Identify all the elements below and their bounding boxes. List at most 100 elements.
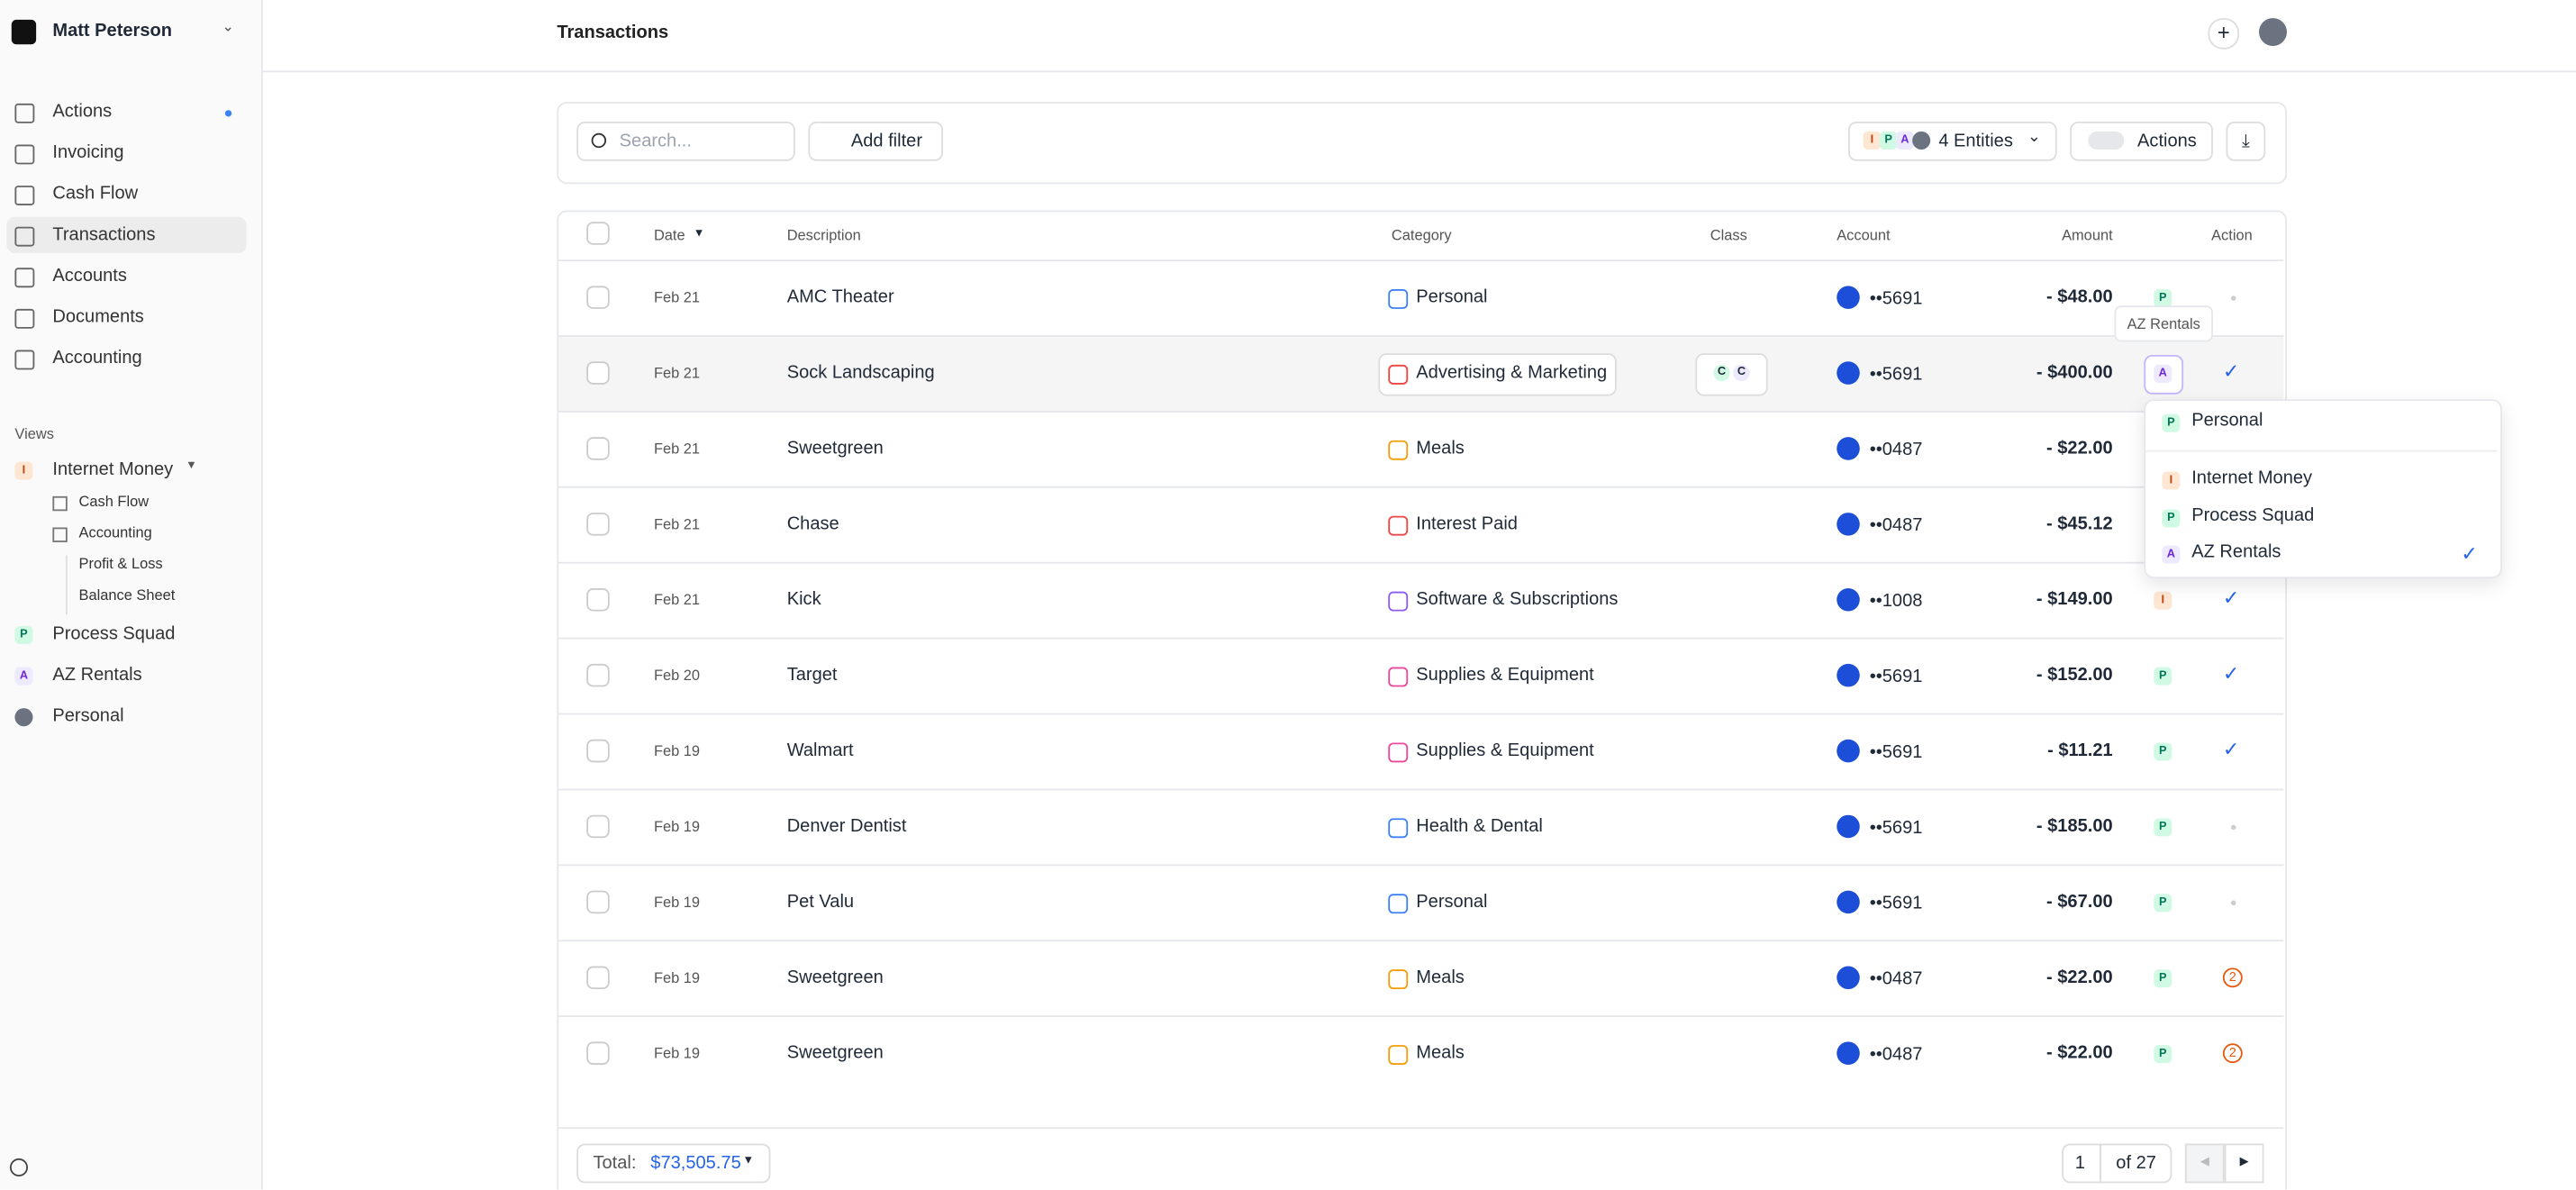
user-name[interactable]: Matt Peterson <box>52 22 172 41</box>
next-button[interactable]: ▶ <box>2225 1144 2264 1184</box>
action-check[interactable]: ✓ <box>2223 662 2239 686</box>
category: Meals <box>1416 1043 1465 1063</box>
dropdown-item[interactable]: Process Squad <box>2191 505 2314 525</box>
row-checkbox[interactable] <box>586 361 610 385</box>
amount: - $152.00 <box>2036 666 2113 686</box>
search-input[interactable]: Search... <box>576 122 795 161</box>
page-input[interactable]: 1 <box>2062 1144 2101 1184</box>
views-label: Views <box>14 425 54 441</box>
description: Pet Valu <box>787 892 854 912</box>
page-of: of 27 <box>2116 1153 2156 1173</box>
column-header: Class <box>1710 227 1747 243</box>
account-icon <box>1837 967 1860 990</box>
category: Health & Dental <box>1416 817 1543 837</box>
amount: - $22.00 <box>2046 439 2113 459</box>
view-child[interactable]: Balance Sheet <box>79 586 176 603</box>
date: Feb 21 <box>654 365 700 381</box>
category-icon <box>1388 969 1408 989</box>
view-child[interactable]: Accounting <box>79 524 152 540</box>
search-placeholder: Search... <box>620 132 692 151</box>
entity-badge: I <box>2162 471 2180 489</box>
class-pill[interactable] <box>1695 353 1767 395</box>
avatar <box>14 708 32 726</box>
account: ••0487 <box>1870 516 1923 536</box>
child-icon <box>52 528 67 542</box>
category-icon <box>1388 668 1408 687</box>
view-item[interactable]: Process Squad <box>52 624 175 644</box>
action-count[interactable]: 2 <box>2223 967 2243 987</box>
date: Feb 21 <box>654 441 700 457</box>
nav-icon <box>14 268 34 287</box>
entity-badge: I <box>14 462 32 480</box>
entity-badge: A <box>1896 132 1914 150</box>
description: Denver Dentist <box>787 817 907 837</box>
chevron[interactable]: ⌄ <box>222 18 234 36</box>
action-check[interactable]: ✓ <box>2223 586 2239 610</box>
row-checkbox[interactable] <box>586 588 610 612</box>
add-button[interactable]: + <box>2208 18 2239 50</box>
avatar[interactable] <box>2259 18 2287 46</box>
dropdown-item[interactable]: Personal <box>2191 411 2263 431</box>
row-checkbox[interactable] <box>586 664 610 687</box>
prev-button[interactable]: ◀ <box>2185 1144 2225 1184</box>
amount: - $22.00 <box>2046 967 2113 987</box>
row-checkbox[interactable] <box>586 740 610 763</box>
account: ••0487 <box>1870 1045 1923 1065</box>
row-checkbox[interactable] <box>586 1041 610 1065</box>
amount: - $67.00 <box>2046 892 2113 912</box>
nav-item[interactable]: Accounts <box>52 266 127 286</box>
row-checkbox[interactable] <box>586 815 610 839</box>
actions-toggle[interactable]: Actions <box>2070 122 2213 161</box>
category-icon <box>1388 742 1408 762</box>
entities-button[interactable]: IPA4 Entities⌄ <box>1848 122 2057 161</box>
date: Feb 19 <box>654 969 700 986</box>
nav-item[interactable]: Actions <box>52 102 112 122</box>
nav-icon <box>14 350 34 370</box>
column-header: Category <box>1392 227 1452 243</box>
total-button[interactable]: Total:$73,505.75▼ <box>576 1144 770 1184</box>
view-item[interactable]: Personal <box>52 706 123 726</box>
action-count[interactable]: 2 <box>2223 1043 2243 1063</box>
entity-badge: P <box>1880 132 1898 150</box>
row-checkbox[interactable] <box>586 286 610 309</box>
entity-badge: P <box>2154 969 2172 987</box>
row-checkbox[interactable] <box>586 513 610 536</box>
nav-item[interactable]: Accounting <box>52 349 141 368</box>
entity-badge: P <box>2154 289 2172 307</box>
column-header[interactable]: Date <box>654 227 685 243</box>
description: Target <box>787 666 838 686</box>
footer <box>558 1127 2283 1189</box>
category-icon <box>1388 1045 1408 1065</box>
page-title: Transactions <box>557 23 668 43</box>
download-button[interactable]: ⤓ <box>2227 122 2266 161</box>
nav-item[interactable]: Transactions <box>52 225 155 245</box>
entity-badge: P <box>2154 894 2172 912</box>
nav-item[interactable]: Invoicing <box>52 143 123 163</box>
view-item[interactable]: Internet Money <box>52 460 173 480</box>
view-item[interactable]: AZ Rentals <box>52 666 141 686</box>
row-checkbox[interactable] <box>586 891 610 914</box>
row-checkbox[interactable] <box>586 437 610 460</box>
add-filter-button[interactable]: Add filter <box>808 122 943 161</box>
nav-icon <box>14 104 34 123</box>
page-number: 1 <box>2075 1153 2085 1173</box>
nav-icon <box>14 145 34 165</box>
account-icon <box>1837 891 1860 914</box>
account: ••0487 <box>1870 441 1923 460</box>
view-child[interactable]: Profit & Loss <box>79 556 163 572</box>
header-checkbox[interactable] <box>586 222 610 245</box>
date: Feb 21 <box>654 516 700 532</box>
action-dot <box>2231 901 2236 905</box>
action-check[interactable]: ✓ <box>2223 738 2239 761</box>
nav-icon <box>14 227 34 247</box>
dropdown-item[interactable]: Internet Money <box>2191 468 2312 488</box>
action-check[interactable]: ✓ <box>2223 359 2239 383</box>
nav-item[interactable]: Cash Flow <box>52 184 138 204</box>
view-child[interactable]: Cash Flow <box>79 493 150 509</box>
view-caret: ▼ <box>186 460 197 472</box>
toggle <box>2088 132 2124 150</box>
nav-item[interactable]: Documents <box>52 307 143 327</box>
row-checkbox[interactable] <box>586 967 610 990</box>
dropdown-item[interactable]: AZ Rentals <box>2191 542 2281 562</box>
